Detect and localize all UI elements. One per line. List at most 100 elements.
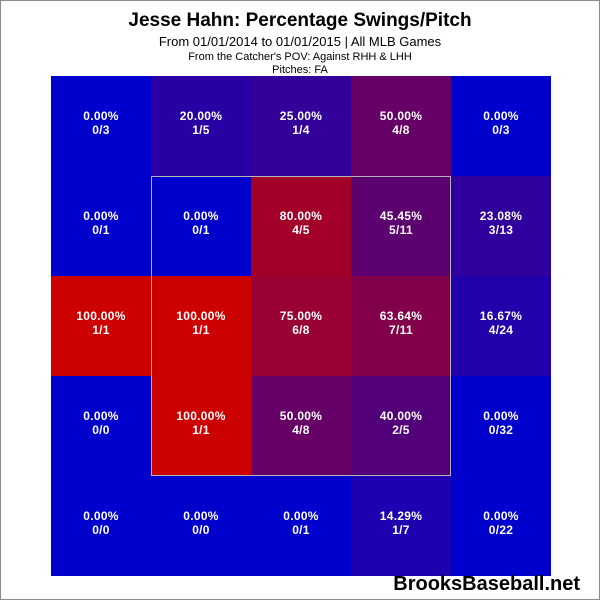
- cell-percentage: 100.00%: [176, 409, 226, 423]
- heatmap-cell-r3-c4: 63.64% 7/11: [351, 276, 451, 376]
- cell-label: 63.64% 7/11: [351, 309, 451, 337]
- cell-label: 45.45% 5/11: [351, 209, 451, 237]
- cell-count: 0/1: [192, 223, 210, 237]
- heatmap-cell-r3-c1: 100.00% 1/1: [51, 276, 151, 376]
- cell-count: 1/1: [92, 323, 110, 337]
- cell-label: 0.00% 0/22: [451, 509, 551, 537]
- cell-percentage: 0.00%: [183, 509, 219, 523]
- site-watermark: BrooksBaseball.net: [393, 573, 580, 595]
- heatmap-cell-r4-c4: 40.00% 2/5: [351, 376, 451, 476]
- chart-title: Jesse Hahn: Percentage Swings/Pitch: [128, 10, 472, 31]
- cell-count: 1/1: [192, 423, 210, 437]
- cell-percentage: 100.00%: [176, 309, 226, 323]
- cell-count: 4/8: [292, 423, 310, 437]
- heatmap-cell-r4-c1: 0.00% 0/0: [51, 376, 151, 476]
- heatmap-cell-r5-c1: 0.00% 0/0: [51, 476, 151, 576]
- cell-percentage: 100.00%: [76, 309, 126, 323]
- heatmap-cell-r1-c3: 25.00% 1/4: [251, 76, 351, 176]
- heatmap-cell-r2-c3: 80.00% 4/5: [251, 176, 351, 276]
- chart-subtitle: From 01/01/2014 to 01/01/2015 | All MLB …: [158, 34, 442, 49]
- cell-count: 1/5: [192, 123, 210, 137]
- cell-label: 0.00% 0/0: [51, 409, 151, 437]
- cell-count: 7/11: [389, 323, 413, 337]
- cell-label: 50.00% 4/8: [351, 109, 451, 137]
- cell-percentage: 0.00%: [83, 409, 119, 423]
- cell-percentage: 80.00%: [279, 209, 323, 223]
- cell-label: 20.00% 1/5: [151, 109, 251, 137]
- cell-percentage: 0.00%: [283, 509, 319, 523]
- cell-percentage: 0.00%: [183, 209, 219, 223]
- cell-count: 0/3: [492, 123, 510, 137]
- heatmap-cell-r2-c5: 23.08% 3/13: [451, 176, 551, 276]
- cell-label: 80.00% 4/5: [251, 209, 351, 237]
- heatmap-cell-r4-c2: 100.00% 1/1: [151, 376, 251, 476]
- heatmap-cell-r3-c5: 16.67% 4/24: [451, 276, 551, 376]
- cell-label: 23.08% 3/13: [451, 209, 551, 237]
- cell-percentage: 14.29%: [379, 509, 423, 523]
- cell-count: 4/24: [488, 323, 514, 337]
- cell-percentage: 45.45%: [379, 209, 423, 223]
- cell-label: 100.00% 1/1: [151, 409, 251, 437]
- cell-percentage: 0.00%: [483, 109, 519, 123]
- cell-percentage: 75.00%: [279, 309, 323, 323]
- cell-label: 0.00% 0/1: [51, 209, 151, 237]
- cell-count: 4/8: [392, 123, 410, 137]
- cell-label: 0.00% 0/1: [251, 509, 351, 537]
- cell-percentage: 0.00%: [83, 109, 119, 123]
- heatmap-cell-r5-c2: 0.00% 0/0: [151, 476, 251, 576]
- cell-label: 50.00% 4/8: [251, 409, 351, 437]
- heatmap-cell-r5-c4: 14.29% 1/7: [351, 476, 451, 576]
- heatmap-cell-r2-c2: 0.00% 0/1: [151, 176, 251, 276]
- cell-percentage: 0.00%: [483, 409, 519, 423]
- cell-label: 40.00% 2/5: [351, 409, 451, 437]
- cell-count: 1/1: [192, 323, 210, 337]
- pitch-type-label: Pitches: FA: [272, 64, 328, 76]
- cell-percentage: 20.00%: [179, 109, 223, 123]
- heatmap-cell-r4-c3: 50.00% 4/8: [251, 376, 351, 476]
- cell-percentage: 25.00%: [279, 109, 323, 123]
- cell-label: 0.00% 0/0: [151, 509, 251, 537]
- cell-count: 5/11: [389, 223, 413, 237]
- cell-label: 25.00% 1/4: [251, 109, 351, 137]
- cell-percentage: 23.08%: [479, 209, 523, 223]
- cell-count: 0/0: [192, 523, 210, 537]
- heatmap-cell-r1-c2: 20.00% 1/5: [151, 76, 251, 176]
- heatmap-cell-r1-c4: 50.00% 4/8: [351, 76, 451, 176]
- cell-percentage: 16.67%: [479, 309, 523, 323]
- cell-percentage: 50.00%: [379, 109, 423, 123]
- cell-count: 2/5: [392, 423, 410, 437]
- heatmap-cell-r5-c5: 0.00% 0/22: [451, 476, 551, 576]
- heatmap-cell-r3-c3: 75.00% 6/8: [251, 276, 351, 376]
- cell-count: 1/7: [392, 523, 410, 537]
- cell-percentage: 50.00%: [279, 409, 323, 423]
- cell-label: 16.67% 4/24: [451, 309, 551, 337]
- cell-count: 0/0: [92, 423, 110, 437]
- cell-count: 0/22: [488, 523, 514, 537]
- cell-count: 1/4: [292, 123, 310, 137]
- cell-count: 0/3: [92, 123, 110, 137]
- cell-label: 0.00% 0/1: [151, 209, 251, 237]
- cell-count: 6/8: [292, 323, 310, 337]
- cell-count: 0/1: [292, 523, 310, 537]
- cell-count: 3/13: [488, 223, 514, 237]
- cell-label: 0.00% 0/3: [451, 109, 551, 137]
- cell-count: 0/1: [92, 223, 110, 237]
- cell-label: 100.00% 1/1: [151, 309, 251, 337]
- cell-percentage: 40.00%: [379, 409, 423, 423]
- heatmap-cell-r5-c3: 0.00% 0/1: [251, 476, 351, 576]
- cell-percentage: 0.00%: [483, 509, 519, 523]
- heatmap-cell-r3-c2: 100.00% 1/1: [151, 276, 251, 376]
- heatmap-cell-r1-c5: 0.00% 0/3: [451, 76, 551, 176]
- heatmap-cell-r2-c4: 45.45% 5/11: [351, 176, 451, 276]
- heatmap-cell-r2-c1: 0.00% 0/1: [51, 176, 151, 276]
- cell-label: 14.29% 1/7: [351, 509, 451, 537]
- heatmap-cell-r1-c1: 0.00% 0/3: [51, 76, 151, 176]
- cell-count: 4/5: [292, 223, 310, 237]
- cell-percentage: 0.00%: [83, 209, 119, 223]
- cell-label: 0.00% 0/3: [51, 109, 151, 137]
- cell-percentage: 63.64%: [379, 309, 423, 323]
- cell-label: 75.00% 6/8: [251, 309, 351, 337]
- cell-label: 100.00% 1/1: [51, 309, 151, 337]
- cell-count: 0/32: [488, 423, 514, 437]
